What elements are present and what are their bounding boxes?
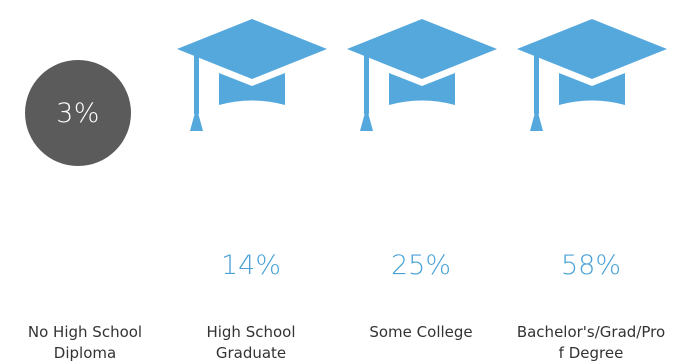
stat-bachelors-grad-prof: 58% Bachelor's/Grad/Pro f Degree: [506, 0, 676, 363]
percentage-value: 3%: [56, 97, 100, 129]
graduation-cap-icon: [347, 19, 497, 131]
graduation-cap-icon: [177, 19, 327, 131]
percentage-value: 25%: [390, 250, 451, 281]
graduation-cap-icon: [517, 19, 667, 131]
stat-high-school-graduate: 14% High School Graduate: [166, 0, 336, 363]
percentage-circle: 3%: [25, 60, 131, 166]
stat-no-high-school: 3% No High School Diploma: [0, 0, 170, 363]
stat-label: High School Graduate: [206, 323, 296, 362]
stat-label: Bachelor's/Grad/Pro f Degree: [516, 323, 666, 362]
stat-some-college: 25% Some College: [336, 0, 506, 363]
percentage-value: 14%: [220, 250, 281, 281]
stat-label: No High School Diploma: [27, 323, 143, 362]
stat-label: Some College: [369, 323, 473, 341]
percentage-value: 58%: [560, 250, 621, 281]
